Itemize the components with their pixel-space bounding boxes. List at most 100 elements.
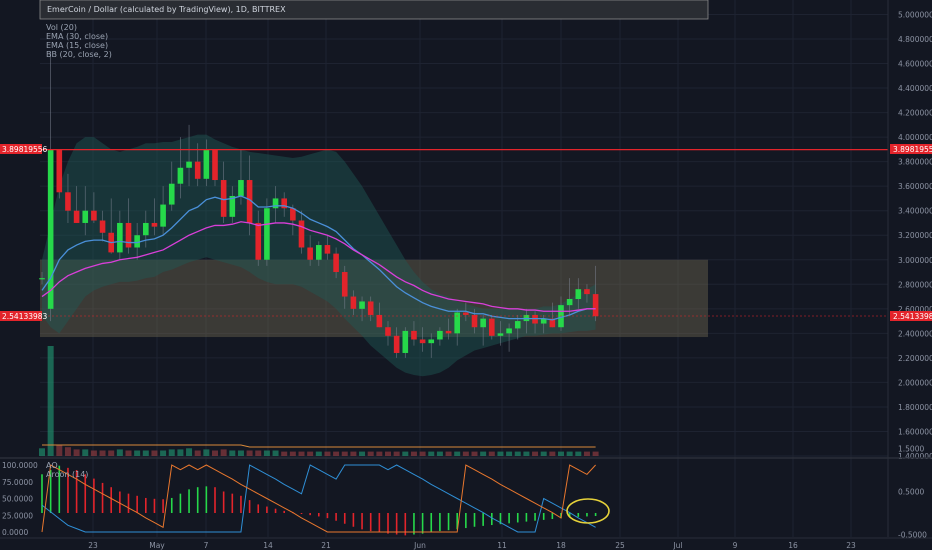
price-axis-label: 3.80000000 [898, 158, 932, 167]
volume-bar [56, 445, 63, 456]
ao-histogram-bar [456, 513, 458, 530]
ao-histogram-bar [577, 513, 580, 517]
volume-bar [436, 451, 443, 456]
symbol-header-box[interactable] [39, 0, 709, 20]
candle-down [489, 318, 495, 336]
candle-down [350, 296, 357, 309]
ao-histogram-bar [551, 513, 554, 520]
ao-histogram-bar [231, 493, 234, 513]
volume-bar [540, 451, 547, 456]
ao-histogram-bar [352, 513, 355, 527]
osc-left-axis-label: 75.0000 [2, 478, 33, 487]
ao-histogram-bar [145, 497, 147, 513]
candle-down [393, 335, 400, 353]
volume-bar [583, 451, 590, 456]
candle-up [506, 328, 512, 334]
ao-histogram-bar [447, 513, 450, 531]
candle-down [99, 220, 106, 233]
volume-bar [255, 450, 262, 456]
resistance-tag-right [890, 144, 932, 154]
candlestick-series [39, 51, 599, 358]
ao-histogram-bar [127, 493, 130, 513]
candle-up [566, 299, 573, 306]
ao-histogram-bar [170, 497, 173, 513]
candle-down [341, 272, 348, 297]
ema-30-line [41, 221, 596, 312]
candle-down [324, 245, 331, 254]
ao-histogram-bar [248, 500, 251, 513]
price-axis-label: 1.40000000 [898, 452, 932, 461]
volume-bar [445, 451, 452, 456]
ao-histogram-bar [343, 513, 346, 524]
price-axis-label: 5.00000000 [898, 10, 932, 19]
time-axis-label: 7 [204, 541, 209, 550]
candle-down [333, 253, 339, 273]
candle-down [463, 312, 469, 315]
volume-bar [402, 451, 409, 456]
volume-bar [341, 451, 348, 456]
ao-histogram-bar [395, 513, 398, 535]
candle-down [151, 222, 158, 227]
oscillator-pane [41, 464, 597, 536]
volume-bar [566, 451, 573, 456]
candle-down [255, 222, 262, 260]
time-axis-label: 21 [321, 541, 331, 550]
candle-down [290, 208, 296, 221]
candle-down [592, 294, 599, 317]
candle-down [246, 180, 253, 223]
volume-bar [359, 451, 366, 456]
ao-histogram-bar [378, 513, 381, 533]
time-axis-label: 11 [497, 541, 507, 550]
legend-ao[interactable]: AO [46, 461, 58, 470]
volume-bar [142, 450, 149, 456]
legend-aroon[interactable]: Aroon (14) [46, 470, 88, 479]
volume-bar [410, 451, 417, 456]
legend-ema-15[interactable]: EMA (15, close) [46, 41, 108, 50]
volume-bar [151, 450, 158, 456]
price-axis-label: 4.60000000 [898, 60, 932, 69]
time-axis-label: Jul [672, 541, 682, 550]
current-price-tag-right-label: 2.54133983 [893, 312, 932, 321]
candle-down [194, 161, 201, 179]
volume-bar [134, 450, 141, 456]
ao-histogram-bar [300, 513, 303, 514]
volume-bar [246, 450, 253, 456]
legend-ema-30[interactable]: EMA (30, close) [46, 32, 108, 41]
time-axis-label: 23 [88, 541, 98, 550]
price-axis-label: 2.40000000 [898, 329, 932, 338]
candle-up [186, 161, 192, 168]
ao-histogram-bar [58, 465, 61, 513]
volume-bar [125, 450, 132, 456]
volume-bar [592, 451, 599, 456]
ao-histogram-bar [465, 513, 467, 529]
price-axis-label: 2.80000000 [898, 280, 932, 289]
volume-bar [47, 346, 54, 456]
ao-histogram-bar [205, 486, 208, 513]
volume-bar [237, 450, 244, 456]
volume-bar [367, 451, 374, 456]
volume-bar [194, 450, 201, 456]
candle-down [584, 289, 590, 295]
legend-bb[interactable]: BB (20, close, 2) [46, 50, 112, 59]
candle-down [220, 180, 227, 217]
volume-bar [462, 451, 469, 456]
candle-down [65, 192, 71, 211]
candle-up [82, 210, 89, 223]
volume-bar [108, 450, 115, 456]
volume-bar [376, 451, 383, 456]
candle-up [168, 183, 175, 205]
ao-histogram-bar [473, 513, 476, 527]
ao-histogram-bar [309, 513, 311, 516]
osc-left-axis-label: 25.0000 [2, 511, 33, 520]
ao-histogram-bar [430, 513, 433, 533]
candle-up [47, 149, 54, 309]
ao-histogram-bar [542, 513, 545, 520]
volume-bar [428, 451, 435, 456]
price-levels [40, 148, 888, 317]
ao-histogram-bar [516, 513, 519, 523]
volume-bar [263, 450, 270, 456]
legend-volume[interactable]: Vol (20) [46, 23, 77, 32]
ao-histogram-bar [49, 470, 52, 513]
